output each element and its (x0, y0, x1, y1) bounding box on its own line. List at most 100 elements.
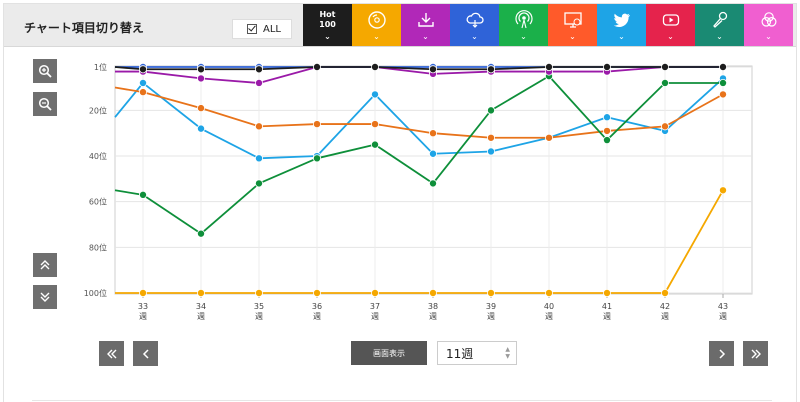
y-tick-label: 40位 (89, 151, 107, 161)
x-tick-unit: 週 (313, 312, 321, 321)
monitor-icon (563, 11, 582, 28)
x-tick-unit: 週 (371, 312, 379, 321)
x-tick-unit: 週 (429, 312, 437, 321)
x-tick-unit: 週 (139, 312, 147, 321)
data-point (370, 120, 379, 129)
y-axis: 1位 20位 40位 60位 80位 100位 (84, 62, 107, 298)
x-tick-unit: 週 (487, 312, 495, 321)
hot-number: 100 (319, 19, 336, 29)
y-tick-label: 20位 (89, 105, 107, 115)
data-point (254, 179, 263, 188)
tab-cd-sales[interactable]: ⌄ (352, 4, 401, 46)
chevron-right-icon (718, 348, 725, 359)
y-tick-label: 60位 (89, 197, 107, 207)
youtube-icon (662, 13, 679, 26)
data-point (661, 122, 670, 131)
chevron-down-icon: ⌄ (422, 31, 429, 41)
data-point (661, 288, 670, 297)
weeks-select[interactable]: 11週 ▲ ▼ (437, 341, 517, 365)
data-point (428, 288, 437, 297)
microphone-icon (712, 11, 727, 28)
tab-youtube[interactable]: ⌄ (646, 4, 695, 46)
data-point (370, 90, 379, 99)
spinner-arrows-icon[interactable]: ▲ ▼ (505, 346, 510, 360)
data-point (370, 288, 379, 297)
zoom-in-button[interactable] (33, 59, 57, 83)
data-point (312, 120, 321, 129)
data-point (545, 133, 554, 142)
hot-label: Hot (319, 9, 336, 19)
data-point (312, 288, 321, 297)
data-point (370, 63, 379, 72)
series-line (114, 75, 723, 235)
cloud-icon (466, 12, 484, 28)
zoom-out-button[interactable] (33, 92, 57, 116)
data-point (661, 63, 670, 72)
all-checkbox[interactable]: ALL (232, 19, 292, 39)
series-line (115, 189, 724, 294)
data-point (428, 149, 437, 158)
tab-hot100[interactable]: Hot 100 ⌄ (303, 4, 352, 46)
data-point (486, 133, 495, 142)
data-point (196, 124, 205, 133)
data-point (254, 78, 263, 87)
x-tick-label: 33 (138, 302, 148, 311)
data-point (603, 136, 612, 145)
x-tick-label: 43 (718, 302, 728, 311)
tab-radio[interactable]: ⌄ (499, 4, 548, 46)
data-point (254, 288, 263, 297)
data-point (486, 106, 495, 115)
chevron-down-icon: ⌄ (373, 31, 380, 41)
chevron-down-icon: ⌄ (667, 31, 674, 41)
x-tick-unit: 週 (545, 312, 553, 321)
x-tick-label: 34 (196, 302, 206, 311)
data-point (719, 78, 728, 87)
zoom-in-icon (38, 64, 52, 78)
last-page-button[interactable] (743, 341, 768, 366)
x-tick-unit: 週 (719, 312, 727, 321)
tab-downloads[interactable]: ⌄ (401, 4, 450, 46)
data-point (603, 126, 612, 135)
scroll-bottom-button[interactable] (33, 285, 57, 309)
series-line (114, 86, 724, 139)
download-icon (417, 12, 434, 27)
series-line (115, 66, 723, 84)
tab-streaming[interactable]: ⌄ (450, 4, 499, 46)
x-tick-unit: 週 (255, 312, 263, 321)
double-chevron-right-icon (751, 349, 761, 358)
data-point (428, 179, 437, 188)
scroll-top-button[interactable] (33, 253, 57, 277)
data-point (254, 154, 263, 163)
tab-video[interactable]: ⌄ (548, 4, 597, 46)
twitter-icon (613, 13, 630, 27)
tab-lookup[interactable]: ⌄ (744, 4, 793, 46)
chart-toggle-title: チャート項目切り替え (24, 21, 144, 35)
data-point (486, 65, 495, 74)
y-tick-label: 1位 (94, 62, 107, 72)
tab-karaoke[interactable]: ⌄ (695, 4, 744, 46)
checkbox-check-icon (247, 24, 257, 34)
data-point (719, 90, 728, 99)
data-point (254, 65, 263, 74)
data-point (196, 104, 205, 113)
screen-display-label: 画面表示 (351, 341, 427, 365)
series-line (114, 66, 723, 71)
data-point (312, 154, 321, 163)
disc-icon (367, 10, 386, 29)
first-page-button[interactable] (99, 341, 124, 366)
x-tick-label: 40 (544, 302, 554, 311)
chart-series (114, 63, 728, 297)
x-tick-label: 36 (312, 302, 322, 311)
tab-twitter[interactable]: ⌄ (597, 4, 646, 46)
data-point (254, 122, 263, 131)
data-point (138, 190, 147, 199)
bottom-divider (32, 400, 772, 401)
chevron-down-icon: ⌄ (569, 31, 576, 41)
zoom-out-icon (38, 97, 52, 111)
double-chevron-down-icon (40, 292, 50, 302)
prev-page-button[interactable] (133, 341, 158, 366)
y-tick-label: 80位 (89, 242, 107, 252)
next-page-button[interactable] (709, 341, 734, 366)
x-tick-label: 37 (370, 302, 380, 311)
